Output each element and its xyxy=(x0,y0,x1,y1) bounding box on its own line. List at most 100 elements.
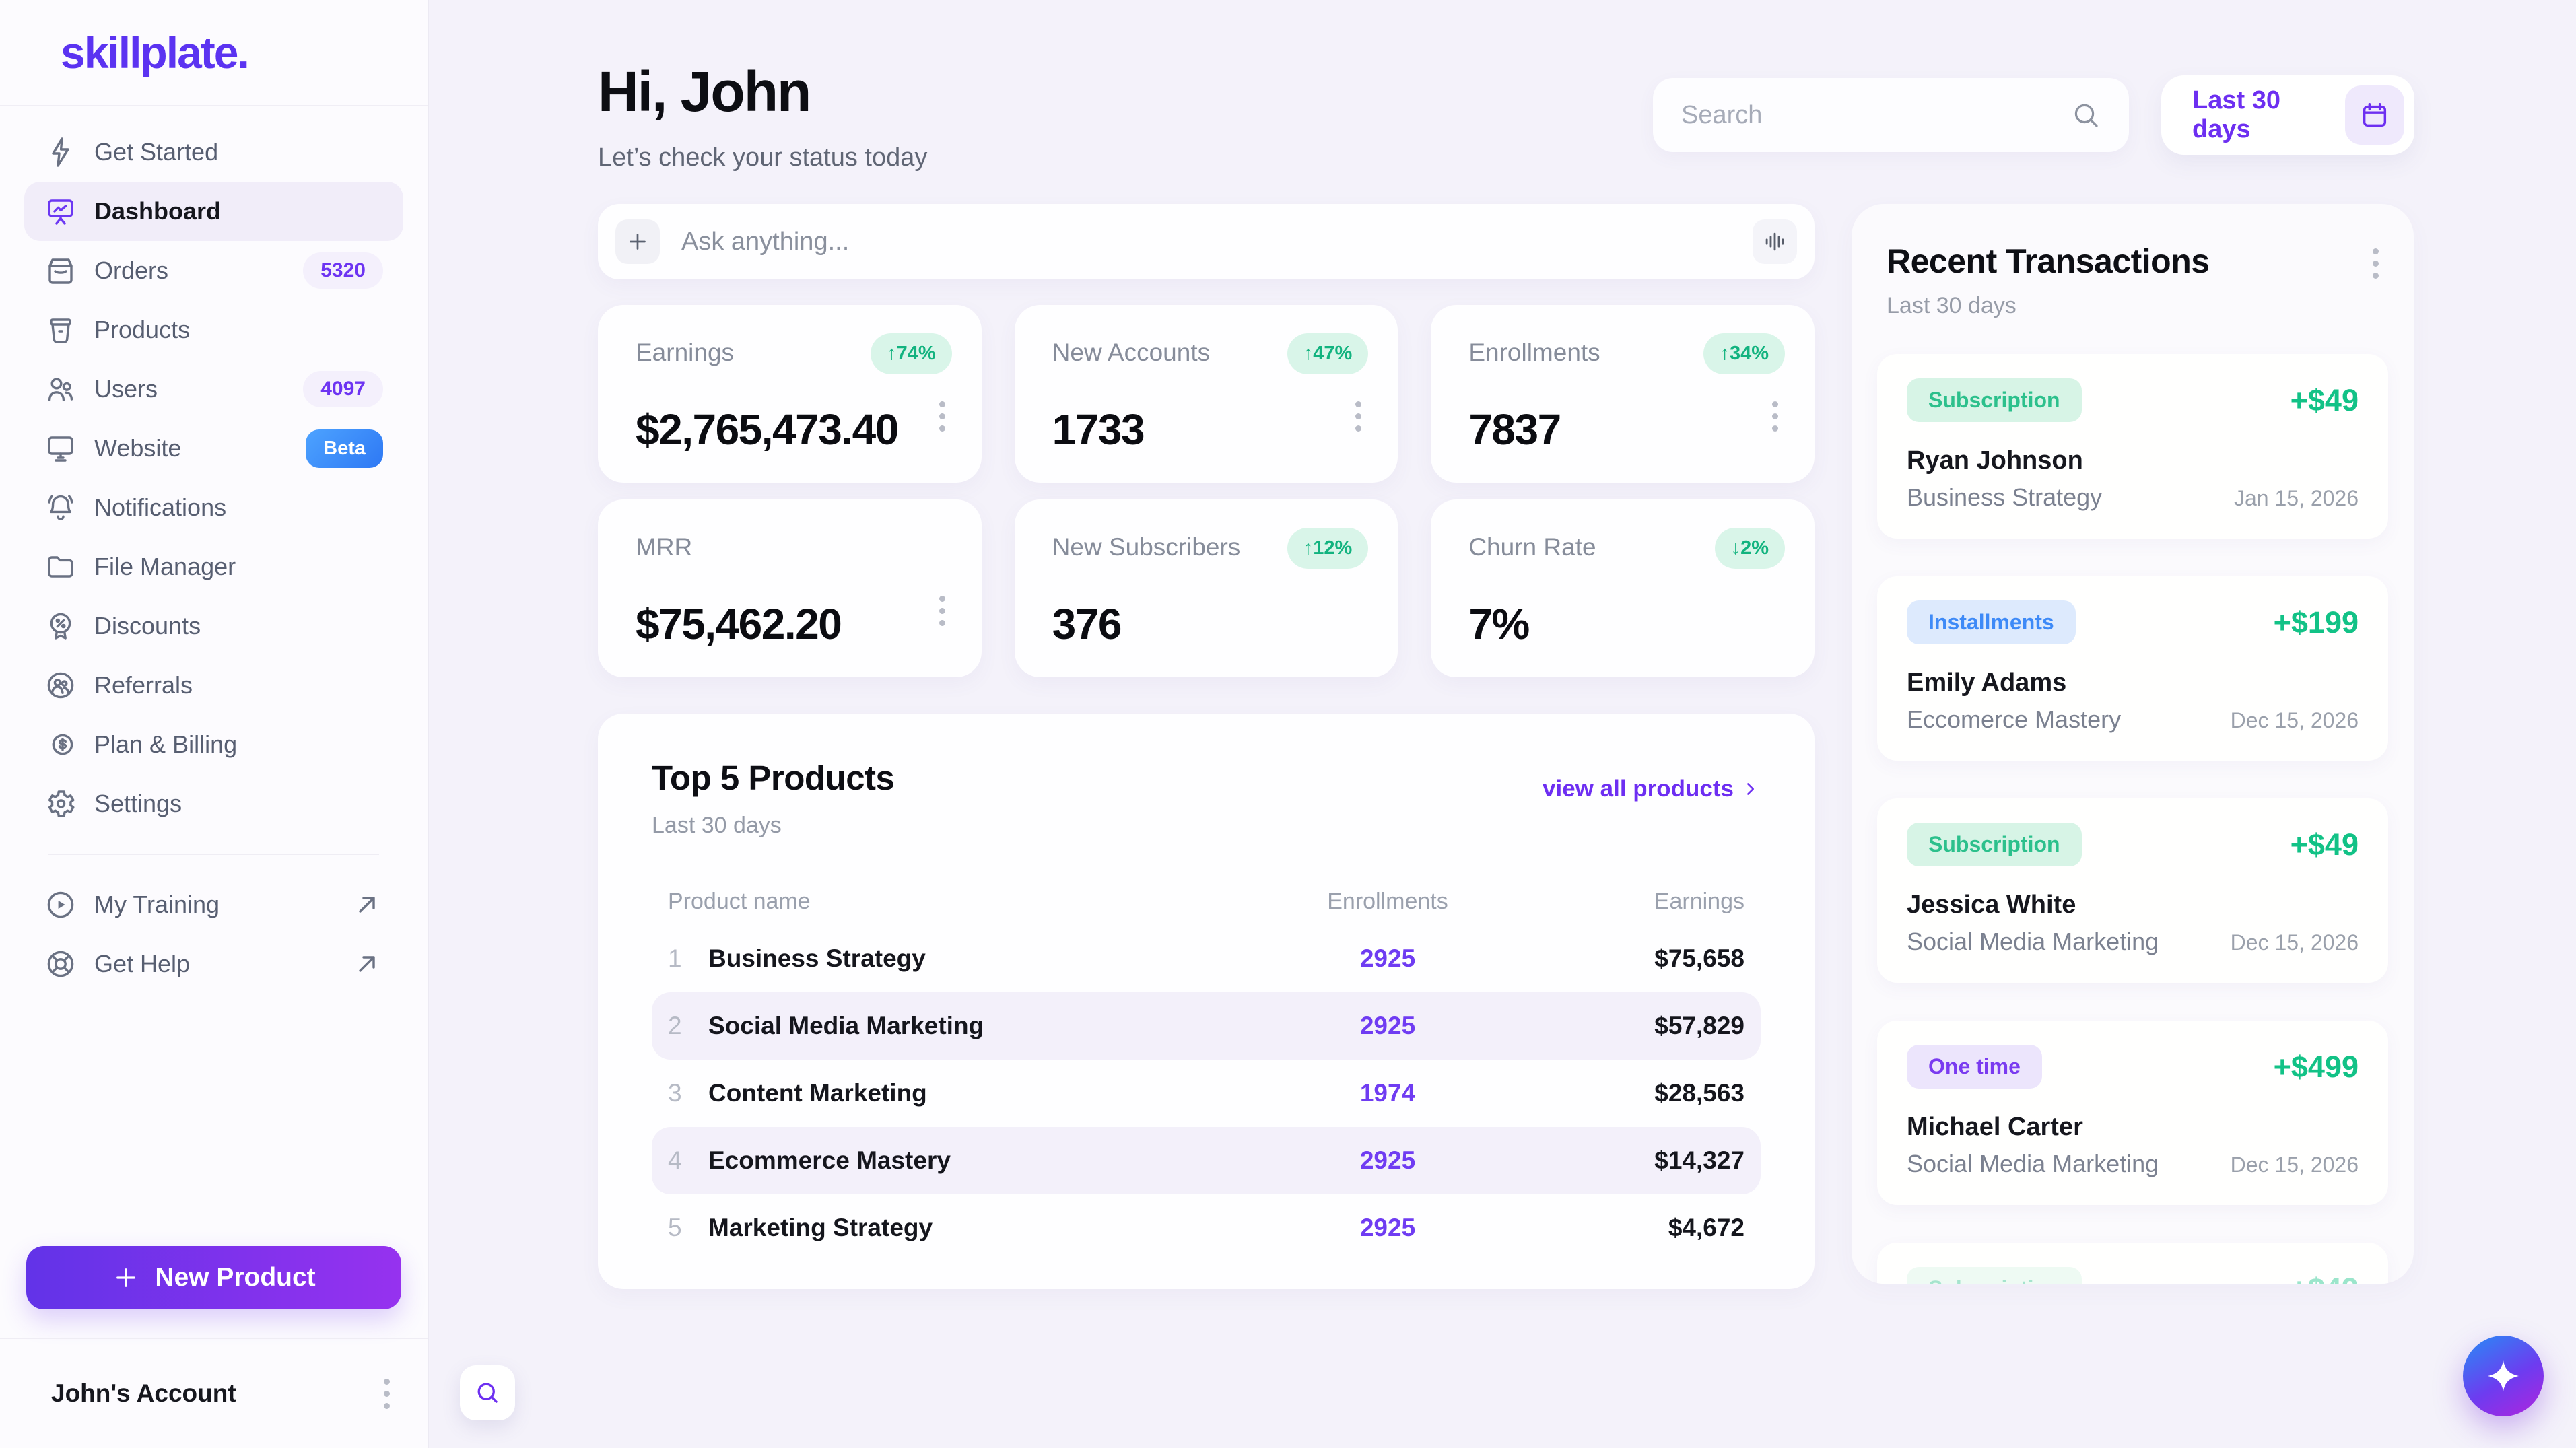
stat-menu-kebab-icon[interactable] xyxy=(1772,401,1778,432)
sidebar-item-plan-billing[interactable]: Plan & Billing xyxy=(24,715,403,774)
stat-value: 376 xyxy=(1052,600,1122,648)
transaction-card[interactable]: Subscription +$49 Ryan Johnson Business … xyxy=(1877,354,2388,539)
row-product-name: Social Media Marketing xyxy=(708,1012,984,1039)
sidebar-item-label: File Manager xyxy=(94,553,236,580)
stat-value: 1733 xyxy=(1052,405,1145,454)
stat-label: Enrollments xyxy=(1468,339,1600,366)
sidebar-item-website[interactable]: Website Beta xyxy=(24,419,403,478)
row-enrollments[interactable]: 2925 xyxy=(1359,1146,1416,1174)
view-all-label: view all products xyxy=(1543,775,1734,802)
stat-card-churn-rate: Churn Rate ↓2% 7% xyxy=(1431,499,1815,677)
table-header: Product name Enrollments Earnings xyxy=(652,878,1761,925)
stat-menu-kebab-icon[interactable] xyxy=(1355,401,1362,432)
sidebar-item-users[interactable]: Users 4097 xyxy=(24,359,403,419)
transaction-amount: +$49 xyxy=(2291,1272,2359,1284)
table-row[interactable]: 3 Content Marketing 1974 $28,563 xyxy=(652,1060,1761,1127)
page-title: Hi, John xyxy=(598,60,811,123)
row-product-name: Ecommerce Mastery xyxy=(708,1146,951,1174)
view-all-products-link[interactable]: view all products xyxy=(1543,775,1761,802)
row-enrollments[interactable]: 1974 xyxy=(1359,1079,1416,1107)
stat-menu-kebab-icon[interactable] xyxy=(939,401,945,432)
sidebar-item-products[interactable]: Products xyxy=(24,300,403,359)
external-link-icon xyxy=(351,889,383,921)
stats-grid: Earnings ↑74% $2,765,473.40 New Accounts… xyxy=(598,305,1815,677)
transaction-amount: +$199 xyxy=(2273,605,2359,640)
chevron-right-icon xyxy=(1740,779,1761,799)
transaction-card[interactable]: Installments +$199 Emily Adams Eccomerce… xyxy=(1877,576,2388,761)
transaction-card[interactable]: Subscription +$49 xyxy=(1877,1243,2388,1284)
sidebar-item-file-manager[interactable]: File Manager xyxy=(24,537,403,596)
sidebar-item-get-started[interactable]: Get Started xyxy=(24,123,403,182)
play-circle-icon xyxy=(44,889,77,921)
sidebar-item-label: Plan & Billing xyxy=(94,730,238,758)
sidebar-item-referrals[interactable]: Referrals xyxy=(24,656,403,715)
row-earnings: $4,672 xyxy=(1668,1214,1744,1241)
sidebar-item-notifications[interactable]: Notifications xyxy=(24,478,403,537)
stat-card-new-subscribers: New Subscribers ↑12% 376 xyxy=(1014,499,1398,677)
floating-search-button[interactable] xyxy=(460,1365,515,1420)
sidebar-item-my-training[interactable]: My Training xyxy=(24,875,403,934)
search-input[interactable] xyxy=(1680,100,2070,131)
recent-transactions-panel: Recent Transactions Last 30 days Subscri… xyxy=(1852,204,2414,1284)
row-earnings: $57,829 xyxy=(1654,1012,1744,1039)
table-row[interactable]: 5 Marketing Strategy 2925 $4,672 xyxy=(652,1194,1761,1262)
transaction-amount: +$499 xyxy=(2273,1049,2359,1084)
transaction-amount: +$49 xyxy=(2290,827,2359,862)
sidebar-item-label: Orders xyxy=(94,256,169,284)
external-link-icon xyxy=(351,948,383,980)
sidebar-item-settings[interactable]: Settings xyxy=(24,774,403,833)
sidebar-item-get-help[interactable]: Get Help xyxy=(24,934,403,994)
ask-anything-input[interactable] xyxy=(680,226,1753,257)
ask-ai-bar[interactable] xyxy=(598,204,1815,279)
row-rank: 4 xyxy=(668,1146,682,1174)
account-row[interactable]: John's Account xyxy=(0,1338,428,1448)
row-enrollments[interactable]: 2925 xyxy=(1359,944,1416,972)
sidebar-item-dashboard[interactable]: Dashboard xyxy=(24,182,403,241)
transaction-product: Eccomerce Mastery xyxy=(1907,705,2122,733)
transaction-card[interactable]: One time +$499 Michael Carter Social Med… xyxy=(1877,1021,2388,1205)
stat-label: New Subscribers xyxy=(1052,533,1241,561)
transaction-card[interactable]: Subscription +$49 Jessica White Social M… xyxy=(1877,798,2388,983)
transaction-date: Jan 15, 2026 xyxy=(2233,486,2359,510)
transactions-header: Recent Transactions Last 30 days xyxy=(1877,242,2388,319)
ask-attach-button[interactable] xyxy=(615,219,660,264)
row-earnings: $75,658 xyxy=(1654,944,1744,972)
row-enrollments[interactable]: 2925 xyxy=(1359,1214,1416,1241)
sidebar-item-discounts[interactable]: Discounts xyxy=(24,596,403,656)
stat-menu-kebab-icon[interactable] xyxy=(939,596,945,626)
account-menu-kebab-icon[interactable] xyxy=(384,1378,390,1409)
header-search[interactable] xyxy=(1653,78,2129,152)
logo-area: skillplate. xyxy=(0,0,428,106)
ai-assistant-button[interactable] xyxy=(2463,1336,2544,1416)
row-enrollments[interactable]: 2925 xyxy=(1359,1012,1416,1039)
table-row[interactable]: 4 Ecommerce Mastery 2925 $14,327 xyxy=(652,1127,1761,1194)
sidebar-item-label: Users xyxy=(94,375,158,403)
stat-card-enrollments: Enrollments ↑34% 7837 xyxy=(1431,305,1815,483)
sidebar-item-label: Website xyxy=(94,434,182,462)
table-row[interactable]: 2 Social Media Marketing 2925 $57,829 xyxy=(652,992,1761,1060)
date-range-button[interactable]: Last 30 days xyxy=(2161,75,2414,155)
transactions-menu-kebab-icon[interactable] xyxy=(2373,248,2379,279)
stat-value: $2,765,473.40 xyxy=(636,405,899,454)
stat-card-earnings: Earnings ↑74% $2,765,473.40 xyxy=(598,305,982,483)
voice-input-button[interactable] xyxy=(1753,219,1797,264)
transactions-list: Subscription +$49 Ryan Johnson Business … xyxy=(1877,354,2388,1284)
table-row[interactable]: 1 Business Strategy 2925 $75,658 xyxy=(652,925,1761,992)
new-product-button[interactable]: New Product xyxy=(26,1246,401,1309)
stat-label: MRR xyxy=(636,533,693,561)
row-earnings: $14,327 xyxy=(1654,1146,1744,1174)
sidebar: skillplate. Get Started Dashboard Orders… xyxy=(0,0,429,1448)
sidebar-item-orders[interactable]: Orders 5320 xyxy=(24,241,403,300)
top-products-header: Top 5 Products Last 30 days view all pro… xyxy=(652,758,1761,839)
waveform-icon xyxy=(1762,229,1788,254)
row-product-name: Business Strategy xyxy=(708,944,926,972)
referrals-icon xyxy=(44,669,77,701)
sidebar-item-label: Settings xyxy=(94,790,182,817)
monitor-icon xyxy=(44,432,77,464)
transaction-type-badge: Subscription xyxy=(1907,378,2082,422)
row-rank: 3 xyxy=(668,1079,682,1107)
beta-badge: Beta xyxy=(306,429,383,468)
stat-label: New Accounts xyxy=(1052,339,1211,366)
dashboard-icon xyxy=(44,195,77,228)
calendar-tile[interactable] xyxy=(2345,85,2404,145)
